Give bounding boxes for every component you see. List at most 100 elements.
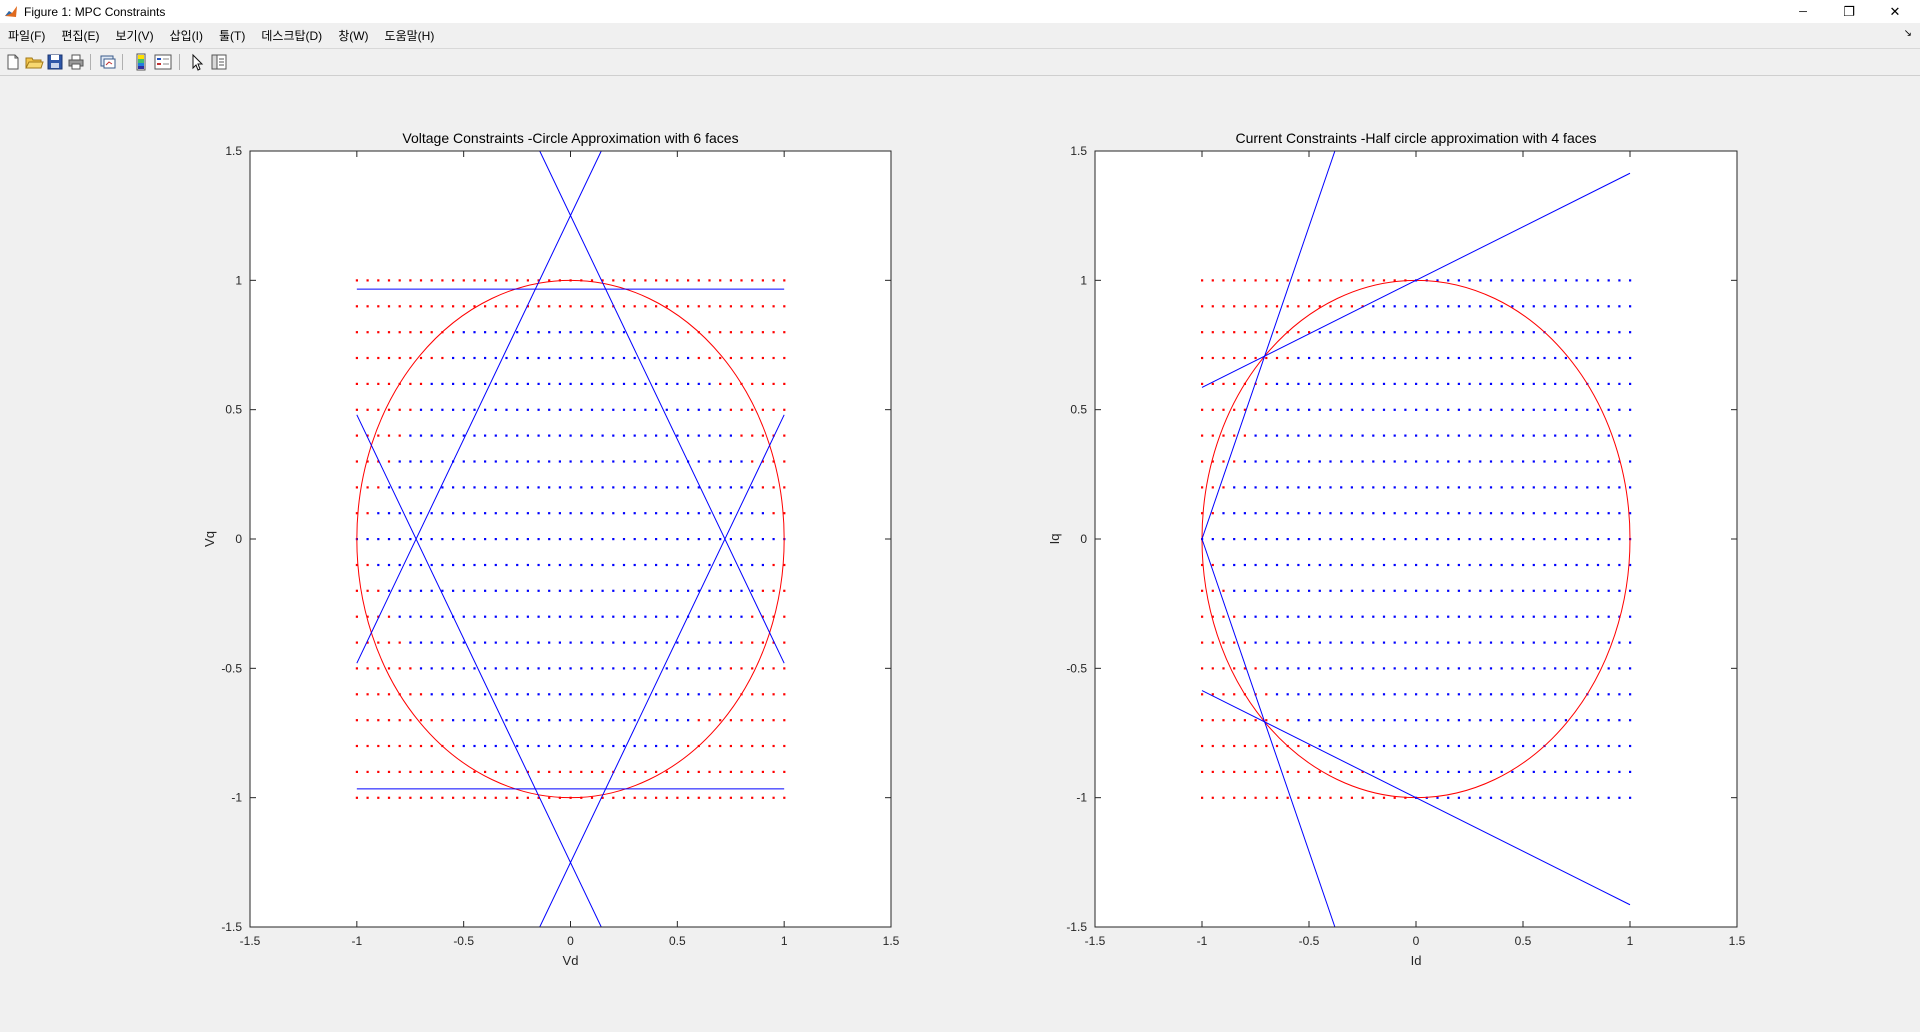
infeasible-point — [366, 356, 369, 360]
feasible-point — [580, 486, 583, 489]
menu-file[interactable]: 파일(F) — [8, 28, 46, 43]
feasible-point — [719, 589, 722, 592]
feasible-point — [1404, 408, 1407, 411]
menu-edit[interactable]: 편집(E) — [61, 28, 100, 43]
menu-window[interactable]: 창(W) — [338, 28, 369, 43]
feasible-point — [751, 512, 754, 515]
feasible-point — [1318, 719, 1321, 722]
menu-desktop[interactable]: 데스크탑(D) — [261, 28, 323, 43]
infeasible-point — [665, 796, 668, 799]
infeasible-point — [719, 305, 722, 308]
feasible-point — [505, 563, 508, 567]
feasible-point — [1618, 408, 1621, 411]
feasible-point — [622, 538, 626, 541]
infeasible-point — [729, 693, 732, 696]
minimize-button[interactable]: ─ — [1780, 0, 1826, 23]
infeasible-point — [783, 434, 786, 437]
maximize-button[interactable]: ❐ — [1826, 0, 1872, 23]
feasible-point — [1447, 719, 1450, 722]
feasible-point — [548, 512, 551, 515]
infeasible-point — [1211, 408, 1214, 411]
close-button[interactable]: ✕ — [1872, 0, 1918, 23]
menu-help[interactable]: 도움말(H) — [384, 28, 435, 43]
feasible-point — [655, 356, 658, 360]
feasible-point — [1436, 486, 1439, 489]
infeasible-point — [1201, 667, 1204, 670]
infeasible-point — [366, 382, 369, 385]
feasible-point — [580, 615, 583, 618]
feasible-point — [430, 615, 433, 618]
feasible-point — [708, 538, 711, 541]
infeasible-point — [398, 744, 401, 748]
feasible-point — [665, 538, 668, 541]
feasible-point — [1468, 331, 1471, 334]
feasible-point — [1522, 796, 1525, 799]
infeasible-point — [740, 719, 743, 722]
link-plot-icon[interactable] — [98, 52, 118, 72]
feasible-point — [1350, 434, 1353, 437]
feasible-point — [1297, 512, 1300, 515]
feasible-point — [548, 382, 551, 385]
menu-insert[interactable]: 삽입(I) — [169, 28, 203, 43]
feasible-point — [697, 382, 700, 385]
infeasible-point — [387, 356, 391, 360]
save-icon[interactable] — [45, 52, 65, 72]
feasible-point — [655, 667, 658, 670]
feasible-point — [462, 615, 465, 618]
feasible-point — [580, 356, 583, 360]
feasible-point — [569, 641, 572, 644]
feasible-point — [644, 408, 647, 411]
feasible-point — [729, 563, 732, 567]
feasible-point — [644, 382, 647, 385]
legend-icon[interactable] — [153, 52, 173, 72]
feasible-point — [484, 382, 487, 385]
menu-tools[interactable]: 툴(T) — [218, 28, 246, 43]
new-figure-icon[interactable] — [3, 52, 23, 72]
infeasible-point — [1222, 641, 1225, 644]
infeasible-point — [1318, 796, 1321, 799]
window-titlebar[interactable]: Figure 1: MPC Constraints ─ ❐ ✕ — [0, 0, 1920, 23]
open-file-icon[interactable] — [24, 52, 44, 72]
infeasible-point — [644, 796, 647, 799]
feasible-point — [1275, 512, 1279, 515]
infeasible-point — [1265, 279, 1268, 282]
feasible-point — [1382, 486, 1386, 489]
feasible-point — [1500, 460, 1503, 463]
infeasible-point — [377, 305, 380, 308]
feasible-point — [537, 615, 540, 618]
feasible-point — [441, 460, 444, 463]
property-inspector-icon[interactable] — [209, 52, 229, 72]
dock-figure-icon[interactable]: ↘ — [1903, 28, 1912, 39]
y-tick-label: 0.5 — [1070, 403, 1087, 417]
print-icon[interactable] — [66, 52, 86, 72]
feasible-point — [729, 434, 732, 437]
feasible-point — [1436, 641, 1439, 644]
feasible-point — [1382, 434, 1386, 437]
feasible-point — [1629, 615, 1632, 618]
infeasible-point — [590, 279, 594, 282]
menu-view[interactable]: 보기(V) — [115, 28, 154, 43]
infeasible-point — [1211, 641, 1214, 644]
x-tick-label: -1 — [351, 934, 362, 948]
feasible-point — [1254, 641, 1257, 644]
infeasible-point — [430, 305, 433, 308]
infeasible-point — [1222, 744, 1225, 748]
infeasible-point — [387, 719, 391, 722]
feasible-point — [1286, 434, 1289, 437]
infeasible-point — [676, 279, 679, 282]
feasible-point — [633, 512, 636, 515]
feasible-point — [494, 641, 497, 644]
feasible-point — [1479, 770, 1482, 773]
feasible-point — [484, 356, 487, 360]
infeasible-point — [590, 770, 594, 773]
feasible-point — [505, 512, 508, 515]
feasible-point — [1522, 744, 1525, 748]
feasible-point — [1554, 486, 1557, 489]
x-tick-label: 1 — [781, 934, 788, 948]
feasible-point — [601, 615, 604, 618]
feasible-point — [494, 744, 497, 748]
feasible-point — [1436, 667, 1439, 670]
colorbar-icon[interactable] — [131, 52, 151, 72]
edit-plot-arrow-icon[interactable] — [187, 52, 207, 72]
feasible-point — [1415, 356, 1418, 360]
